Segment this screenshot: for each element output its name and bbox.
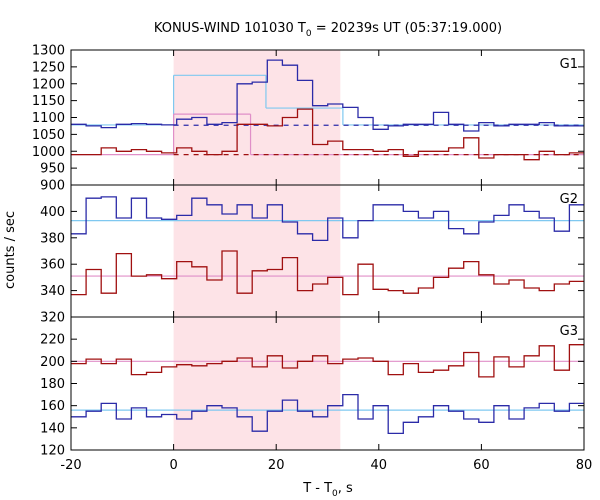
y-tick-label-G2-340: 340 [40, 284, 65, 299]
y-tick-label-G3-180: 180 [40, 377, 65, 392]
y-axis-label: counts / sec [3, 211, 18, 289]
y-tick-label-G2-380: 380 [40, 231, 65, 246]
shaded-interval-G3 [173, 317, 341, 450]
y-tick-label-G2-320: 320 [40, 311, 65, 326]
y-tick-label-G3-120: 120 [40, 444, 65, 459]
y-tick-label-G1-1100: 1100 [32, 111, 65, 126]
y-tick-label-G1-1050: 1050 [32, 128, 65, 143]
x-tick-label-20: 20 [268, 458, 285, 473]
x-tick-label-0: 0 [169, 458, 177, 473]
series-G3-red [71, 344, 584, 378]
y-tick-label-G1-1000: 1000 [32, 145, 65, 160]
y-tick-label-G3-160: 160 [40, 399, 65, 414]
chart-title: KONUS-WIND 101030 T0 = 20239s UT (05:37:… [154, 21, 502, 39]
panel-label-G3: G3 [560, 324, 578, 339]
x-tick-label-80: 80 [576, 458, 593, 473]
panel-label-G1: G1 [560, 57, 578, 72]
shaded-interval-G2 [173, 185, 341, 317]
series-G2-red [71, 250, 584, 296]
y-tick-label-G1-1150: 1150 [32, 94, 65, 109]
x-axis-label: T - T0, s [302, 481, 353, 499]
y-tick-label-G1-1250: 1250 [32, 60, 65, 75]
y-tick-label-G1-1200: 1200 [32, 77, 65, 92]
panel-label-G2: G2 [560, 192, 578, 207]
y-tick-label-G1-950: 950 [40, 162, 65, 177]
y-tick-label-G1-900: 900 [40, 179, 65, 194]
series-G3-blue [71, 393, 584, 435]
y-tick-label-G3-220: 220 [40, 333, 65, 348]
y-tick-label-G3-200: 200 [40, 355, 65, 370]
y-tick-label-G2-400: 400 [40, 205, 65, 220]
x-tick-label--20: -20 [60, 458, 81, 473]
series-G1-red [71, 108, 584, 161]
x-tick-label-40: 40 [371, 458, 388, 473]
series-G2-blue [71, 196, 584, 242]
y-tick-label-G2-360: 360 [40, 258, 65, 273]
y-tick-label-G1-1300: 1300 [32, 44, 65, 59]
x-tick-label-60: 60 [473, 458, 490, 473]
y-tick-label-G3-140: 140 [40, 421, 65, 436]
series-G1-blue [71, 59, 584, 132]
